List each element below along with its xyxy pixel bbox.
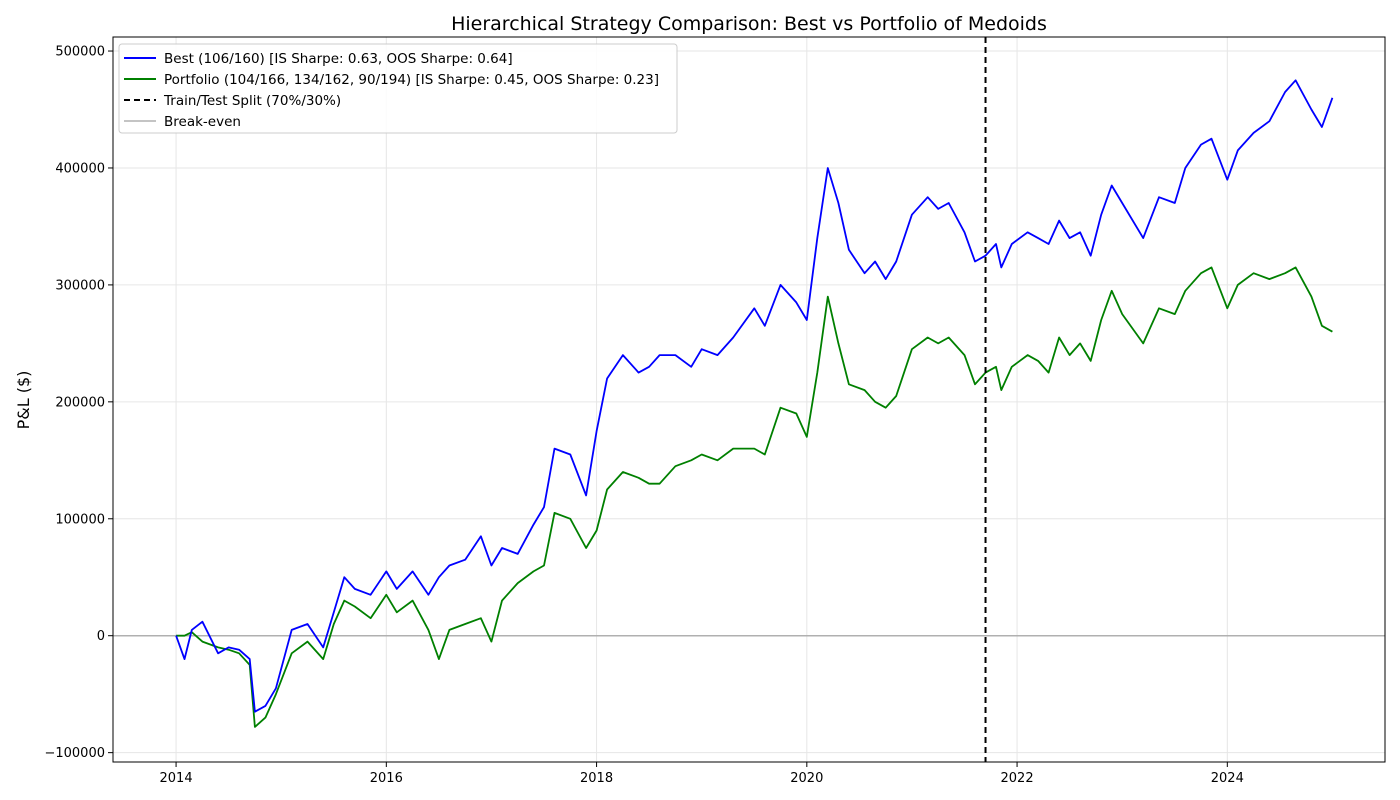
x-tick-label: 2020	[790, 771, 823, 786]
y-tick-label: 200000	[55, 395, 105, 410]
y-tick-label: 500000	[55, 45, 105, 60]
legend-item-portfolio-label: Portfolio (104/166, 134/162, 90/194) [IS…	[164, 72, 659, 88]
plot-lines	[175, 79, 1334, 728]
y-tick-label: 100000	[55, 512, 105, 527]
y-axis-label: P&L ($)	[14, 371, 33, 430]
y-axis: −100000 0 100000 200000 300000 400000 500000	[44, 45, 113, 761]
y-tick-label: −100000	[44, 746, 105, 761]
x-tick-label: 2018	[580, 771, 613, 786]
best-series-line	[175, 79, 1334, 713]
legend-box	[118, 43, 678, 134]
x-tick-label: 2022	[1001, 771, 1034, 786]
x-axis: 2014 2016 2018 2020 2022 2024	[160, 762, 1244, 786]
y-tick-label: 0	[97, 629, 105, 644]
legend-item-break-even-label: Break-even	[164, 114, 241, 130]
x-tick-label: 2014	[160, 771, 193, 786]
legend-item-split-label: Train/Test Split (70%/30%)	[163, 93, 341, 109]
x-tick-label: 2016	[370, 771, 403, 786]
x-tick-label: 2024	[1211, 771, 1244, 786]
portfolio-series-line	[176, 266, 1333, 728]
y-tick-label: 300000	[55, 278, 105, 293]
grid	[113, 37, 1385, 762]
plot-frame	[112, 36, 1386, 763]
legend: Best (106/160) [IS Sharpe: 0.63, OOS Sha…	[118, 43, 678, 134]
chart-title: Hierarchical Strategy Comparison: Best v…	[451, 13, 1047, 35]
legend-item-best-label: Best (106/160) [IS Sharpe: 0.63, OOS Sha…	[164, 51, 513, 67]
y-tick-label: 400000	[55, 161, 105, 176]
